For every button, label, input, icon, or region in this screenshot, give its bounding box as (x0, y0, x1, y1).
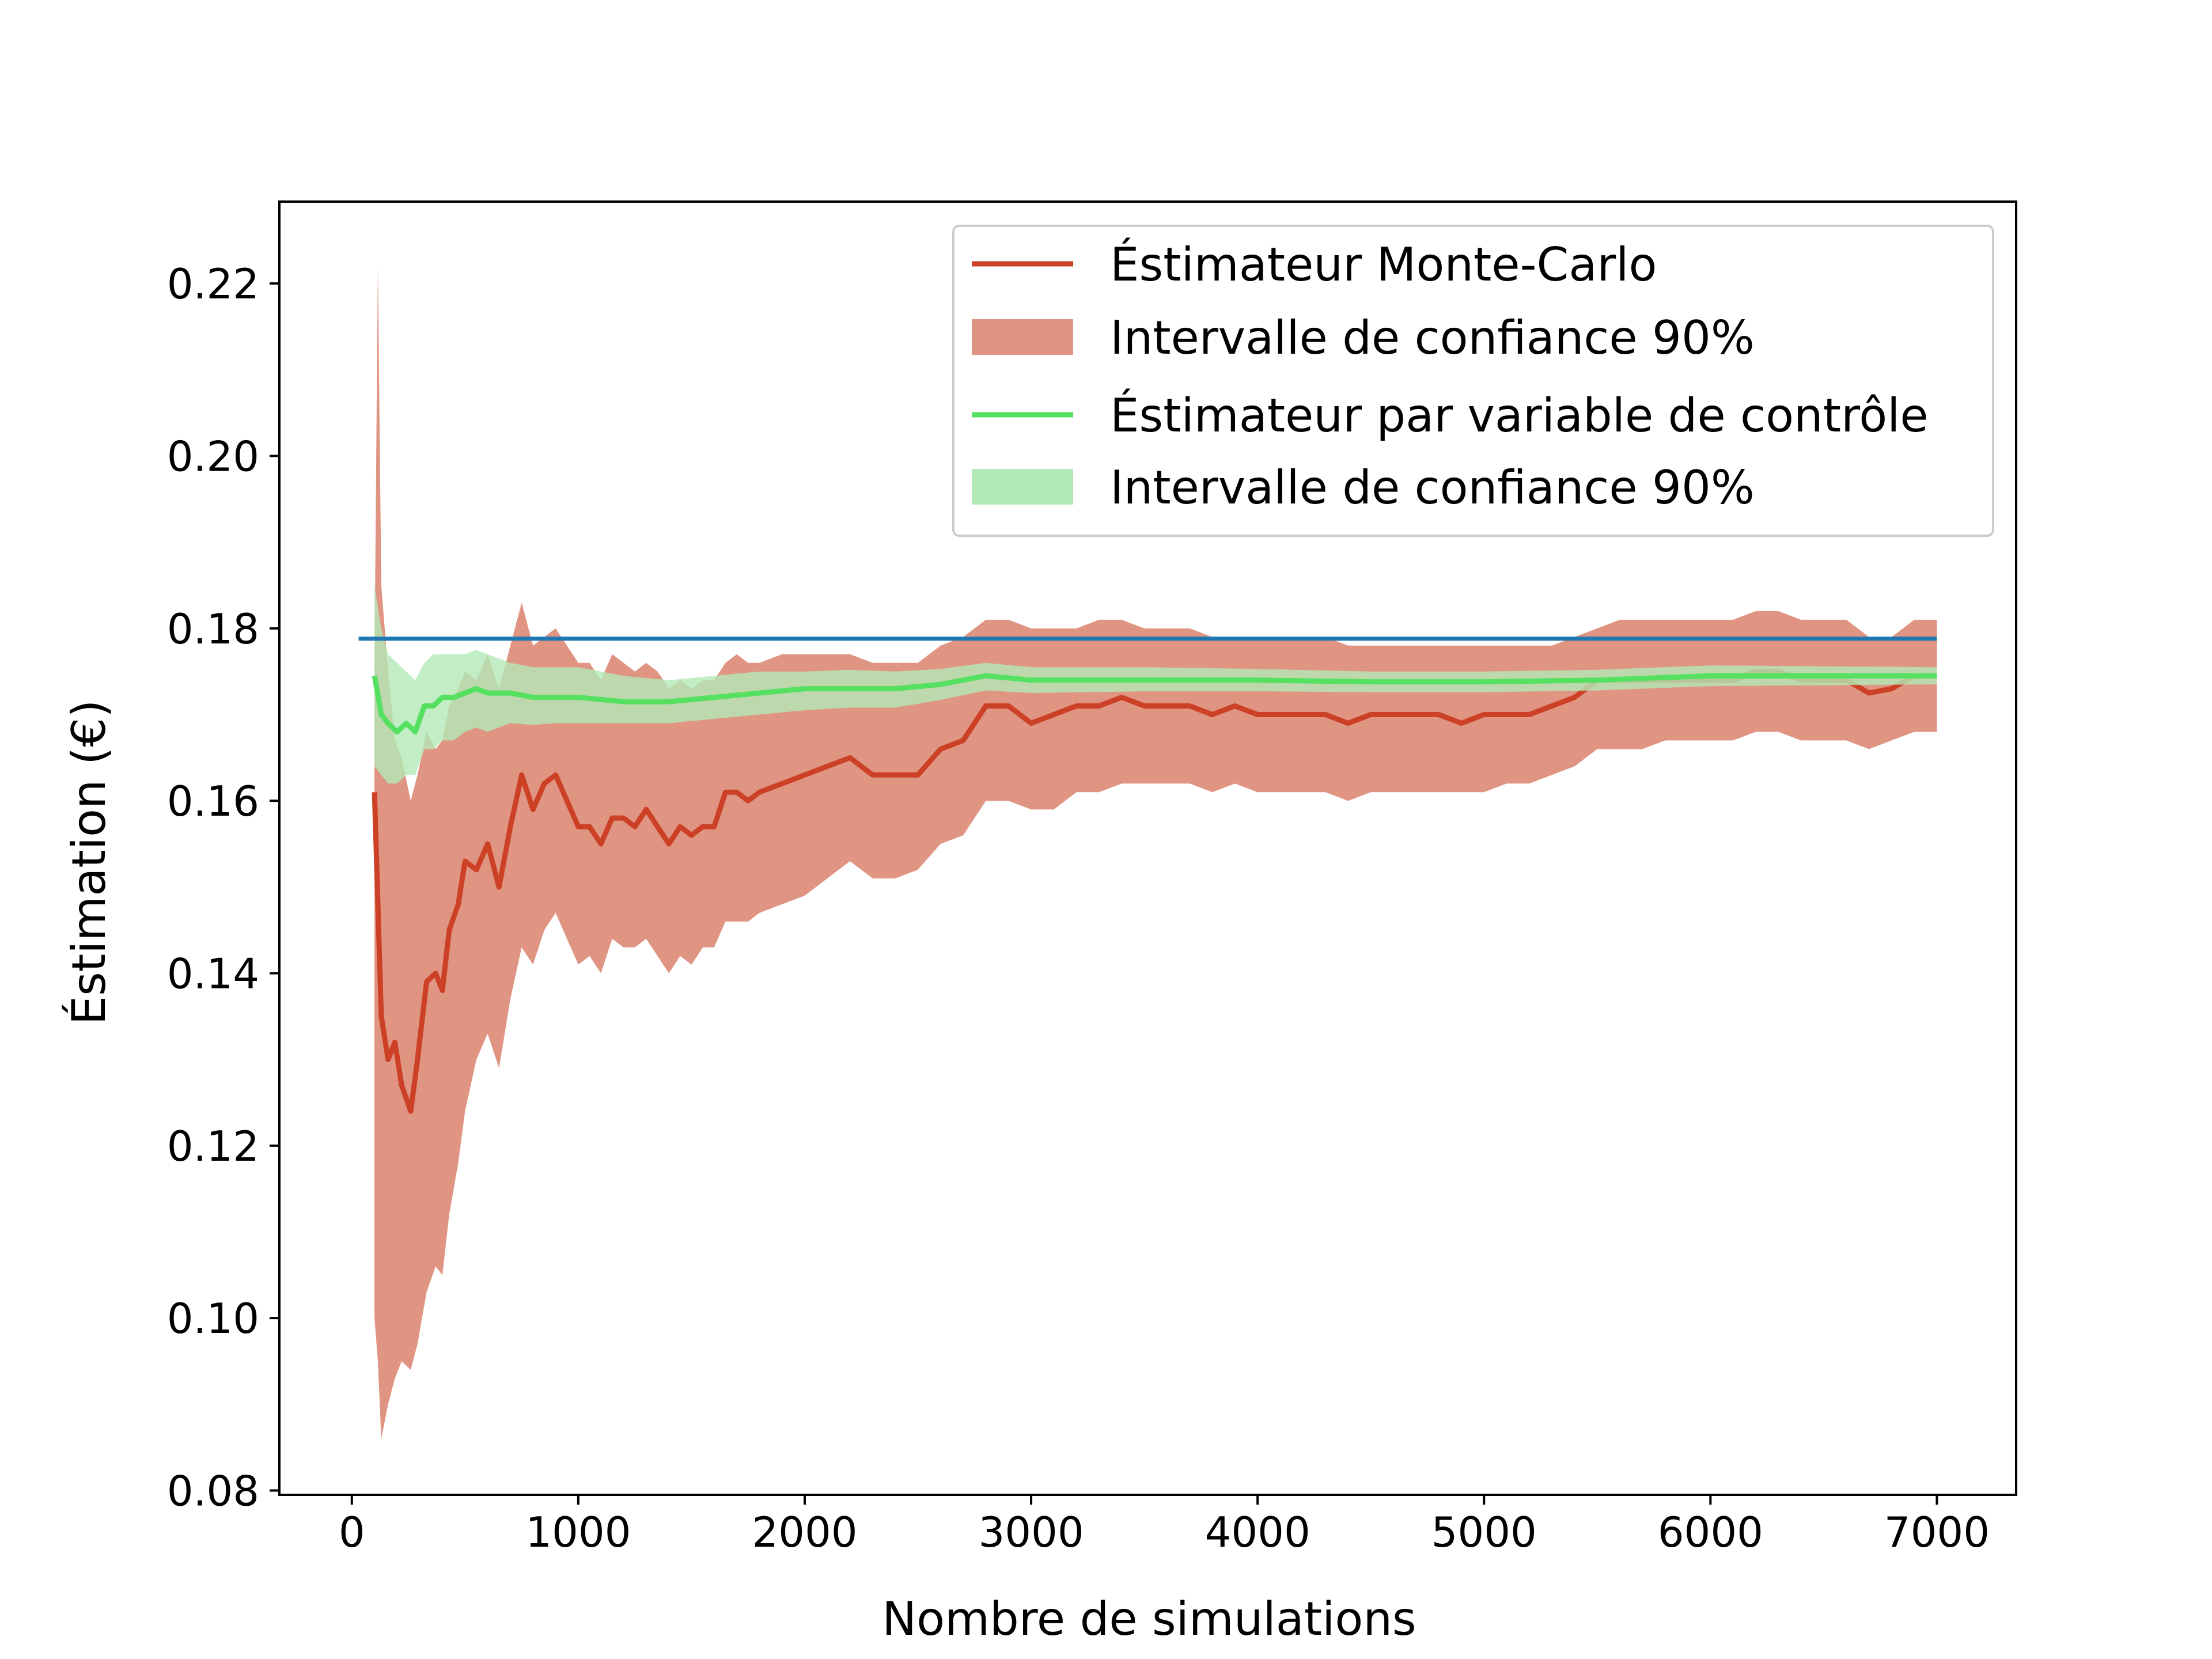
x-tick-label: 4000 (1205, 1508, 1310, 1556)
cv-confidence-band (374, 585, 1937, 784)
x-tick-label: 2000 (752, 1508, 857, 1556)
plot-frame (278, 200, 2017, 1496)
y-tick-label: 0.12 (167, 1122, 259, 1171)
y-tick-label: 0.20 (167, 433, 259, 481)
y-tick-label: 0.14 (167, 950, 259, 998)
plot-area (358, 266, 1937, 1439)
x-tick-label: 3000 (978, 1508, 1084, 1556)
axes: 0 1000 2000 3000 4000 5000 6000 7000 0.08 0.10 0.1… (167, 200, 2017, 1556)
legend-box (952, 225, 1994, 537)
x-tick-label: 6000 (1658, 1508, 1763, 1556)
y-tick-label: 0.18 (167, 605, 259, 653)
legend-label: Intervalle de confiance 90% (1110, 461, 1755, 514)
y-tick-label: 0.08 (167, 1467, 259, 1516)
x-tick-label: 0 (339, 1508, 365, 1556)
legend-patch-swatch (972, 319, 1073, 355)
y-tick-label: 0.22 (167, 260, 259, 308)
legend: Éstimateur Monte-Carlo Intervalle de conf… (952, 225, 1994, 537)
legend-label: Éstimateur par variable de contrôle (1110, 388, 1929, 442)
x-axis-label: Nombre de simulations (882, 1592, 1416, 1646)
cv-estimator-line (372, 673, 1937, 734)
y-tick-label: 0.16 (167, 777, 259, 825)
y-axis-label: Éstimation (€) (62, 700, 116, 1025)
x-tick-label: 7000 (1884, 1508, 1990, 1556)
legend-patch-swatch (972, 469, 1073, 505)
mc-confidence-band (374, 266, 1937, 1439)
legend-label: Éstimateur Monte-Carlo (1110, 237, 1657, 291)
x-tick-label: 1000 (525, 1508, 631, 1556)
legend-label: Intervalle de confiance 90% (1110, 311, 1755, 365)
x-tick-label: 5000 (1431, 1508, 1537, 1556)
y-tick-label: 0.10 (167, 1294, 259, 1343)
